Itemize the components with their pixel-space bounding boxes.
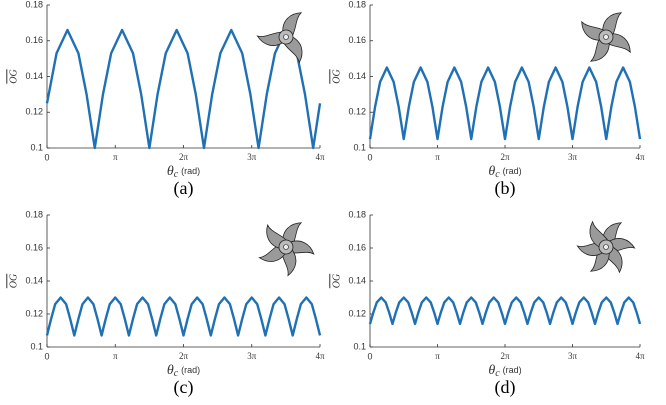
y-tick-label: 0.1 — [353, 142, 366, 152]
y-tick-label: 0.18 — [25, 209, 43, 219]
caption: (a) — [174, 178, 194, 199]
y-axis-label: OG — [331, 69, 342, 83]
caption: (d) — [495, 377, 516, 398]
x-axis-label: θc (rad) — [167, 164, 200, 180]
x-label-subscript: c — [495, 368, 500, 379]
rotor-icon — [256, 12, 303, 64]
x-tick-label: 0 — [367, 152, 372, 162]
data-line — [45, 28, 322, 150]
data-line — [368, 66, 642, 141]
y-tick-label: 0.14 — [348, 275, 366, 285]
x-tick-label: 2π — [500, 152, 510, 162]
y-tick-label: 0.16 — [25, 242, 43, 252]
caption: (b) — [495, 178, 516, 199]
x-axis-label: θc (rad) — [488, 363, 521, 379]
x-tick-label: 0 — [44, 152, 49, 162]
x-label-subscript: c — [495, 169, 500, 180]
y-tick-label: 0.14 — [348, 71, 366, 81]
y-tick-label: 0.18 — [348, 0, 366, 9]
y-tick-label: 0.12 — [348, 107, 366, 117]
y-tick-label: 0.16 — [348, 242, 366, 252]
x-tick-label: 3π — [568, 152, 578, 162]
rotor-center — [603, 34, 609, 40]
rotor-icon — [258, 222, 315, 277]
y-tick-label: 0.16 — [348, 35, 366, 45]
rotor-center — [283, 34, 289, 40]
caption: (c) — [174, 377, 194, 398]
y-tick-label: 0.14 — [25, 71, 43, 81]
y-tick-label: 0.12 — [348, 308, 366, 318]
x-axis-label: θc (rad) — [488, 164, 521, 180]
data-line — [368, 296, 642, 326]
x-tick-label: π — [435, 152, 440, 162]
x-tick-label: π — [113, 152, 118, 162]
x-tick-label: 4π — [635, 152, 645, 162]
rotor-center — [283, 244, 289, 250]
x-tick-label: π — [435, 351, 440, 361]
x-label-subscript: c — [174, 368, 179, 379]
x-tick-label: 2π — [500, 351, 510, 361]
rotor-center — [603, 244, 609, 250]
y-axis-label: OG — [331, 274, 342, 288]
x-axis-label: θc (rad) — [167, 363, 200, 379]
x-label-symbol: θ — [488, 164, 495, 179]
rotor-icon — [581, 12, 631, 62]
y-axis-label: OG — [8, 69, 19, 83]
x-tick-label: 2π — [179, 351, 189, 361]
y-axis-label: OG — [8, 274, 19, 288]
y-tick-label: 0.1 — [353, 341, 366, 351]
x-label-unit: (rad) — [503, 166, 522, 176]
x-tick-label: 3π — [247, 351, 257, 361]
x-label-symbol: θ — [167, 164, 174, 179]
x-label-subscript: c — [174, 169, 179, 180]
y-tick-label: 0.1 — [30, 142, 43, 152]
x-tick-label: 3π — [247, 152, 257, 162]
x-label-unit: (rad) — [503, 365, 522, 375]
x-label-symbol: θ — [167, 363, 174, 378]
y-tick-label: 0.14 — [25, 275, 43, 285]
x-tick-label: 4π — [315, 351, 325, 361]
x-tick-label: 4π — [635, 351, 645, 361]
x-tick-label: 0 — [44, 351, 49, 361]
x-label-unit: (rad) — [181, 365, 200, 375]
y-tick-label: 0.16 — [25, 35, 43, 45]
x-tick-label: 0 — [367, 351, 372, 361]
y-tick-label: 0.12 — [25, 308, 43, 318]
y-tick-label: 0.12 — [25, 107, 43, 117]
rotor-icon — [576, 220, 636, 274]
y-tick-label: 0.18 — [348, 209, 366, 219]
y-tick-label: 0.1 — [30, 341, 43, 351]
x-tick-label: 4π — [315, 152, 325, 162]
x-label-symbol: θ — [488, 363, 495, 378]
rotor-blade — [256, 31, 286, 46]
data-line — [45, 296, 322, 337]
x-tick-label: 2π — [179, 152, 189, 162]
x-tick-label: 3π — [568, 351, 578, 361]
x-label-unit: (rad) — [181, 166, 200, 176]
y-tick-label: 0.18 — [25, 0, 43, 9]
x-tick-label: π — [113, 351, 118, 361]
